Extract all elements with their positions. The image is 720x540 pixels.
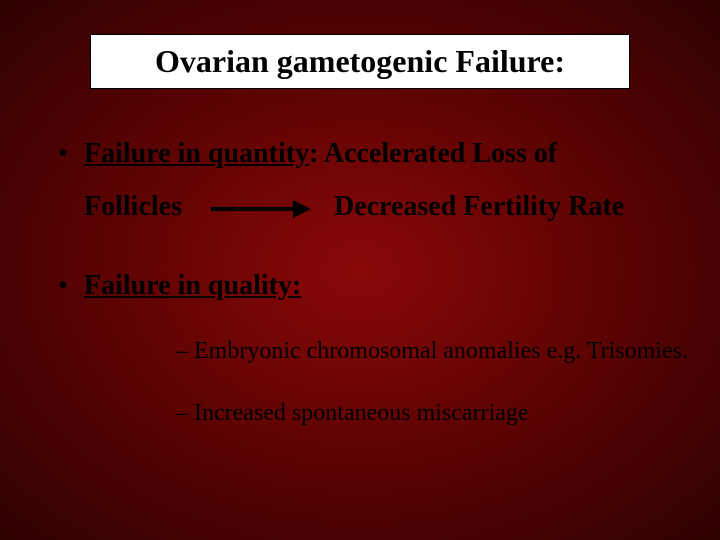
bullet-quantity-result: Decreased Fertility Rate bbox=[334, 191, 624, 222]
bullet-quality: Failure in quality: – Embryonic chromoso… bbox=[54, 259, 690, 436]
bullet-quantity-lead: Failure in quantity bbox=[84, 138, 309, 169]
bullet-quality-sublist: – Embryonic chromosomal anomalies e.g. T… bbox=[84, 327, 690, 437]
slide-content: Failure in quantity: Accelerated Loss of… bbox=[0, 127, 720, 437]
arrow-icon bbox=[211, 202, 311, 216]
bullet-quantity: Failure in quantity: Accelerated Loss of… bbox=[54, 127, 690, 233]
title-box: Ovarian gametogenic Failure: bbox=[90, 34, 630, 89]
slide-title: Ovarian gametogenic Failure: bbox=[155, 43, 565, 79]
sub-bullet-anomalies: – Embryonic chromosomal anomalies e.g. T… bbox=[176, 327, 690, 375]
bullet-quantity-follicles: Follicles bbox=[84, 191, 182, 222]
bullet-quality-lead: Failure in quality: bbox=[84, 270, 301, 301]
bullet-quantity-rest: Accelerated Loss of bbox=[318, 138, 557, 169]
sub-bullet-miscarriage: – Increased spontaneous miscarriage bbox=[176, 389, 690, 437]
